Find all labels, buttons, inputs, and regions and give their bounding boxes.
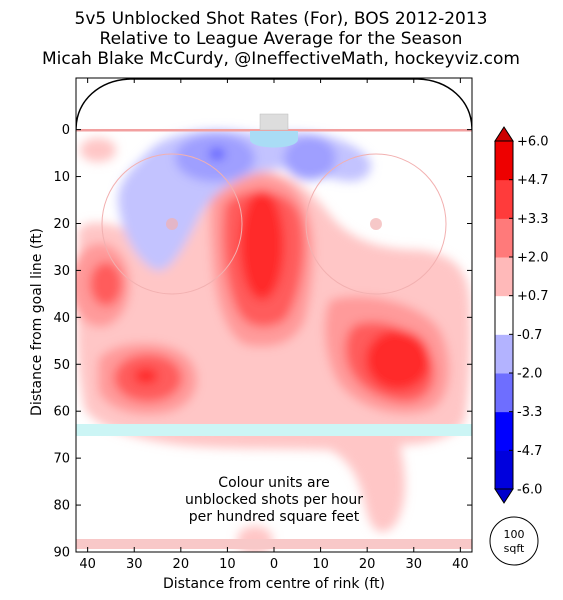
scale-badge-unit: sqft: [504, 542, 525, 555]
colorbar-tick-label: +0.7: [517, 289, 549, 304]
x-tick-label: 10: [219, 557, 236, 572]
x-tick-label: 0: [270, 557, 278, 572]
heatmap-region: [76, 168, 471, 533]
x-tick-label: 40: [452, 557, 469, 572]
colorbar-segment: [495, 141, 513, 181]
faceoff-dot-right: [370, 218, 382, 230]
colorbar-tick-label: +3.3: [517, 212, 549, 227]
heatmap-region: [240, 190, 284, 300]
colorbar-min-arrow: [494, 488, 514, 504]
x-axis-ticks: 40 30 20 10 0 10 20 30 40: [79, 78, 469, 572]
heatmap-region: [90, 262, 122, 306]
x-tick-label: 10: [312, 557, 329, 572]
colorbar-tick-label: -2.0: [517, 367, 542, 382]
heatmap-region: [284, 136, 336, 180]
y-tick-label: 80: [53, 499, 70, 514]
scale-badge-value: 100: [504, 528, 525, 541]
y-tick-label: 70: [53, 452, 70, 467]
colorbar-tick-label: +6.0: [517, 135, 549, 150]
goal-crease: [250, 131, 298, 148]
heatmap-region: [209, 148, 225, 160]
goal-net: [259, 113, 289, 131]
colorbar-segment: [495, 450, 513, 490]
scale-badge-circle: [489, 516, 539, 566]
chart-subtitle: Relative to League Average for the Seaso…: [100, 29, 463, 49]
colorbar-segment: [495, 411, 513, 451]
centre-line: [76, 539, 472, 549]
faceoff-circle-right: [305, 153, 447, 295]
chart-credit: Micah Blake McCurdy, @IneffectiveMath, h…: [42, 49, 520, 69]
colorbar-tick-label: -0.7: [517, 328, 542, 343]
y-tick-label: 0: [62, 123, 70, 138]
y-tick-label: 60: [53, 405, 70, 420]
y-tick-label: 30: [53, 264, 70, 279]
x-axis-title: Distance from centre of rink (ft): [163, 576, 385, 592]
x-tick-label: 30: [126, 557, 143, 572]
y-tick-label: 40: [53, 311, 70, 326]
heatmap-region: [134, 368, 158, 384]
x-tick-label: 30: [405, 557, 422, 572]
colorbar: +6.0 +4.7 +3.3 +2.0 +0.7 -0.7 -2.0 -3.3 -4.7 -6.0: [494, 126, 549, 504]
x-tick-label: 20: [173, 557, 190, 572]
colorbar-tick-label: -6.0: [517, 483, 542, 498]
x-tick-label: 40: [79, 557, 96, 572]
colorbar-segment: [495, 179, 513, 219]
heatmap-regions: [76, 130, 471, 552]
y-tick-label: 10: [53, 170, 70, 185]
colorbar-tick-label: +4.7: [517, 173, 549, 188]
colorbar-tick-label: +2.0: [517, 251, 549, 266]
colorbar-segment: [495, 218, 513, 258]
faceoff-dot-left: [166, 218, 178, 230]
plot-area: 40 30 20 10 0 10 20 30 40 0 10 20 30 40 50 60 70 80 90 Co…: [53, 77, 473, 572]
colorbar-tick-label: -3.3: [517, 405, 542, 420]
units-note-line-1: Colour units are: [218, 475, 329, 491]
colorbar-segment: [495, 257, 513, 297]
y-tick-label: 90: [53, 546, 70, 561]
colorbar-max-arrow: [494, 126, 514, 142]
y-axis-ticks: 0 10 20 30 40 50 60 70 80 90: [53, 123, 472, 561]
faceoff-circle-left: [101, 153, 243, 295]
x-tick-label: 20: [359, 557, 376, 572]
units-note-line-2: unblocked shots per hour: [185, 492, 363, 508]
colorbar-segment: [495, 373, 513, 413]
y-tick-label: 20: [53, 217, 70, 232]
units-note-line-3: per hundred square feet: [189, 509, 360, 525]
heatmap-region: [80, 138, 116, 162]
colorbar-segment: [495, 295, 513, 335]
scale-badge: 100 sqft: [489, 516, 539, 566]
colorbar-tick-label: -4.7: [517, 444, 542, 459]
chart-title: 5v5 Unblocked Shot Rates (For), BOS 2012…: [75, 9, 488, 29]
blue-line: [76, 424, 472, 436]
y-axis-title: Distance from goal line (ft): [29, 228, 45, 416]
heatmap-region: [366, 330, 430, 390]
colorbar-segment: [495, 334, 513, 374]
y-tick-label: 50: [53, 358, 70, 373]
